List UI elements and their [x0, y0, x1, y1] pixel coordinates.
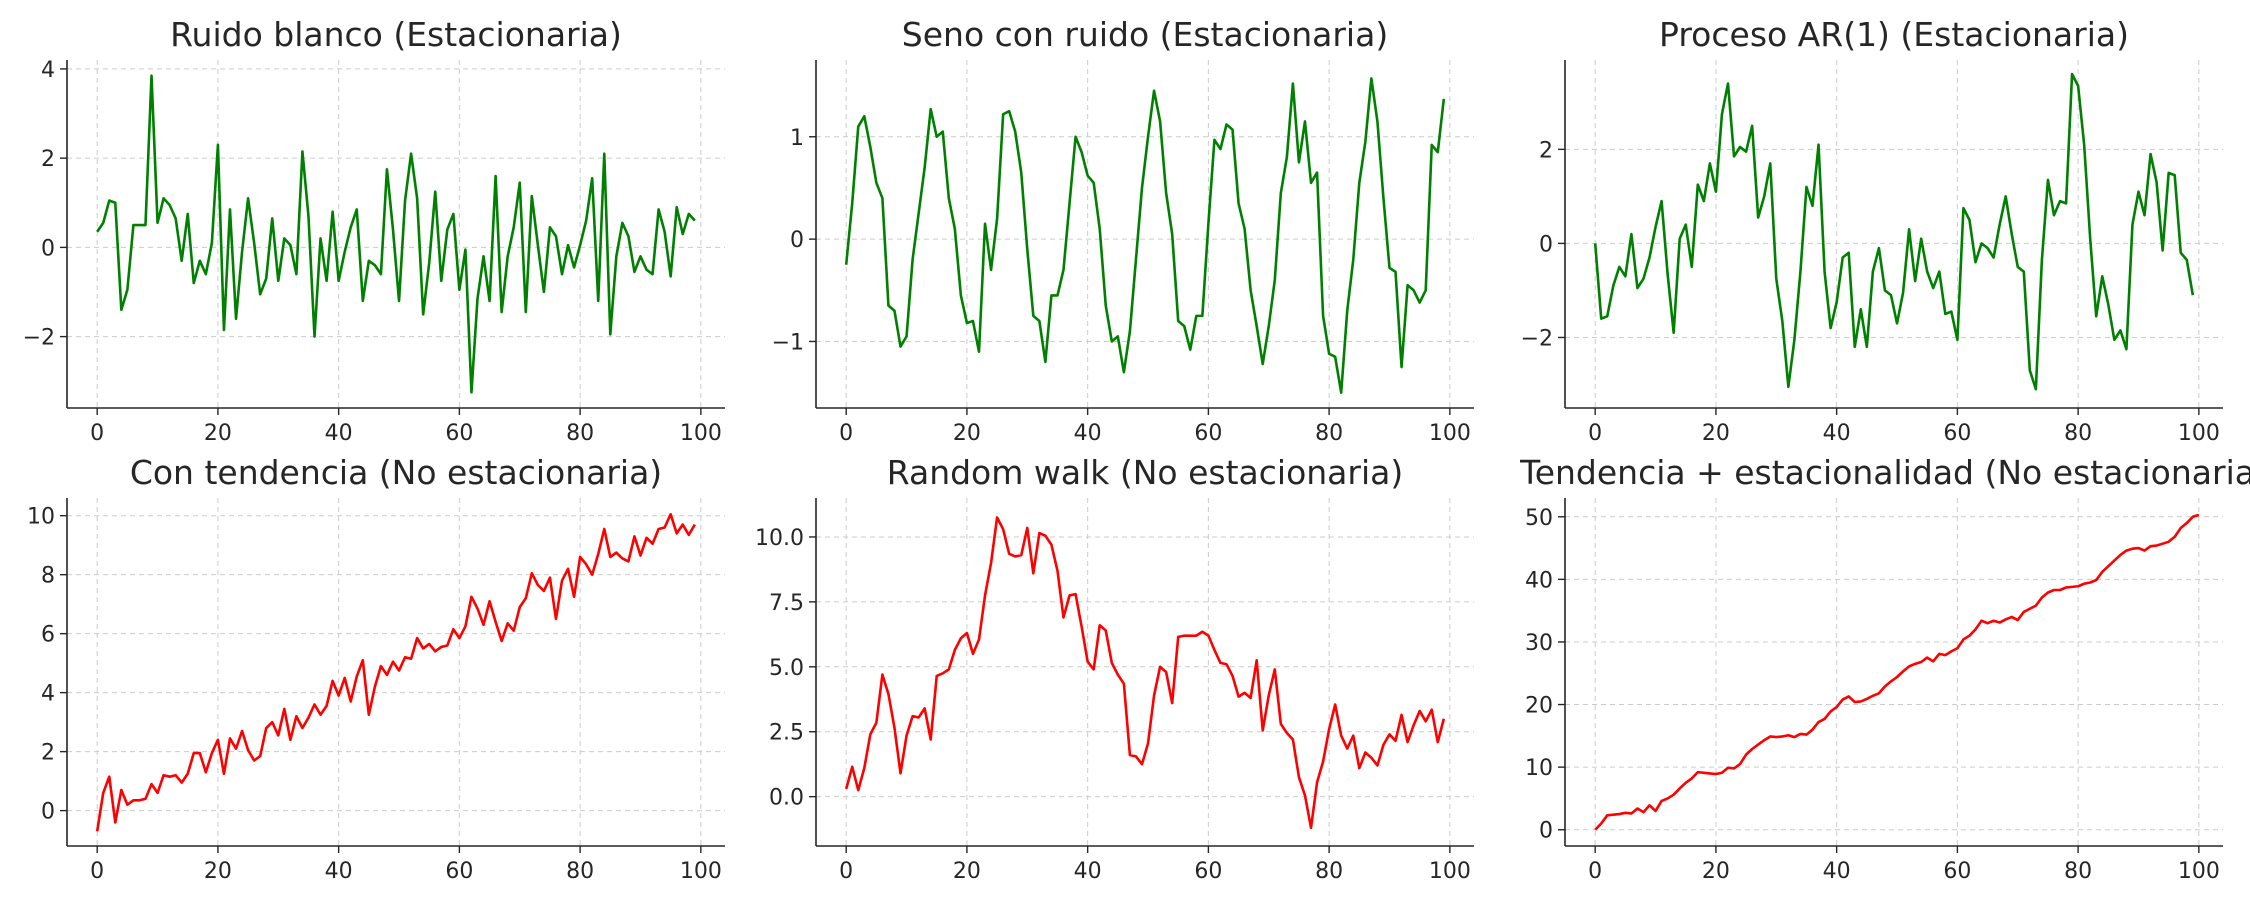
- y-tick-label: 0.0: [769, 786, 804, 811]
- x-tick-label: 80: [1315, 421, 1343, 446]
- y-tick-label: 7.5: [769, 591, 804, 616]
- chart-panel-4: 0 20 40 60 80 100 0 2 4 6 8 10 Con tendencia (No est…: [27, 453, 725, 884]
- x-tick-label: 40: [325, 421, 353, 446]
- x-tick-label: 60: [1194, 859, 1222, 884]
- y-tick-label: 30: [1525, 631, 1553, 656]
- chart-title: Random walk (No estacionaria): [887, 453, 1403, 492]
- y-tick-label: 0: [1539, 232, 1553, 257]
- y-tick-label: 8: [41, 564, 55, 589]
- y-tick-label: 4: [41, 682, 55, 707]
- x-tick-label: 40: [1074, 859, 1102, 884]
- y-tick-label: 6: [41, 623, 55, 648]
- y-tick-label: 2.5: [769, 721, 804, 746]
- y-tick-label: 5.0: [769, 656, 804, 681]
- x-tick-label: 40: [1074, 421, 1102, 446]
- y-tick-label: 4: [41, 58, 55, 83]
- x-tick-label: 60: [445, 421, 473, 446]
- x-tick-label: 0: [90, 421, 104, 446]
- x-tick-label: 80: [1315, 859, 1343, 884]
- y-tick-label: 2: [1539, 138, 1553, 163]
- y-tick-label: 50: [1525, 506, 1553, 531]
- y-tick-label: 10: [1525, 756, 1553, 781]
- y-tick-label: 0: [790, 228, 804, 253]
- x-tick-label: 100: [2178, 421, 2220, 446]
- x-tick-label: 20: [953, 859, 981, 884]
- x-tick-label: 100: [1429, 421, 1471, 446]
- y-tick-label: 1: [790, 126, 804, 151]
- chart-panel-2: 0 20 40 60 80 100 −1 0 1 Seno con ruido (Estacion…: [772, 15, 1474, 446]
- chart-panel-3: 0 20 40 60 80 100 −2 0 2 Proceso AR(1) (Estaciona…: [1521, 15, 2223, 446]
- y-tick-label: 0: [41, 236, 55, 261]
- x-tick-label: 20: [1702, 859, 1730, 884]
- y-tick-label: 10.0: [755, 526, 804, 551]
- x-tick-label: 80: [2064, 421, 2092, 446]
- y-tick-label: −2: [1521, 326, 1553, 351]
- x-tick-label: 80: [566, 421, 594, 446]
- chart-panel-6: 0 20 40 60 80 100 0 10 20 30 40 50 Tendencia + estac…: [1519, 453, 2250, 884]
- chart-title: Seno con ruido (Estacionaria): [902, 15, 1388, 54]
- y-tick-label: 2: [41, 147, 55, 172]
- x-tick-label: 100: [2178, 859, 2220, 884]
- x-tick-label: 40: [1823, 859, 1851, 884]
- x-tick-label: 80: [2064, 859, 2092, 884]
- y-tick-label: 2: [41, 741, 55, 766]
- x-tick-label: 100: [680, 859, 722, 884]
- y-tick-label: 40: [1525, 568, 1553, 593]
- y-tick-label: 20: [1525, 694, 1553, 719]
- x-tick-label: 20: [1702, 421, 1730, 446]
- chart-panel-1: 0 20 40 60 80 100 −2 0 2 4 Ruido blanco (Estaciona…: [23, 15, 725, 446]
- y-tick-label: 0: [41, 800, 55, 825]
- chart-title: Proceso AR(1) (Estacionaria): [1659, 15, 2129, 54]
- x-tick-label: 100: [680, 421, 722, 446]
- series-line: [1594, 513, 2200, 831]
- x-tick-label: 60: [1943, 421, 1971, 446]
- x-tick-label: 60: [1943, 859, 1971, 884]
- x-tick-label: 0: [839, 421, 853, 446]
- y-tick-label: 10: [27, 505, 55, 530]
- x-tick-label: 20: [953, 421, 981, 446]
- x-tick-label: 60: [445, 859, 473, 884]
- x-tick-label: 40: [1823, 421, 1851, 446]
- x-tick-label: 0: [90, 859, 104, 884]
- chart-panel-5: 0 20 40 60 80 100 0.0 2.5 5.0 7.5 10.0 Random walk …: [755, 453, 1474, 884]
- series-line: [844, 516, 1446, 830]
- x-tick-label: 60: [1194, 421, 1222, 446]
- series-line: [95, 512, 696, 832]
- chart-title: Ruido blanco (Estacionaria): [170, 15, 622, 54]
- x-tick-label: 20: [204, 859, 232, 884]
- x-tick-label: 0: [1588, 421, 1602, 446]
- y-tick-label: 0: [1539, 819, 1553, 844]
- y-tick-label: −2: [23, 326, 55, 351]
- x-tick-label: 100: [1429, 859, 1471, 884]
- x-tick-label: 0: [839, 859, 853, 884]
- y-tick-label: −1: [772, 330, 804, 355]
- chart-title: Con tendencia (No estacionaria): [130, 453, 662, 492]
- x-tick-label: 20: [204, 421, 232, 446]
- x-tick-label: 40: [325, 859, 353, 884]
- series-line: [844, 77, 1446, 394]
- series-line: [1593, 72, 2195, 391]
- x-tick-label: 0: [1588, 859, 1602, 884]
- x-tick-label: 80: [566, 859, 594, 884]
- chart-title: Tendencia + estacionalidad (No estaciona…: [1519, 453, 2250, 492]
- series-line: [96, 74, 696, 394]
